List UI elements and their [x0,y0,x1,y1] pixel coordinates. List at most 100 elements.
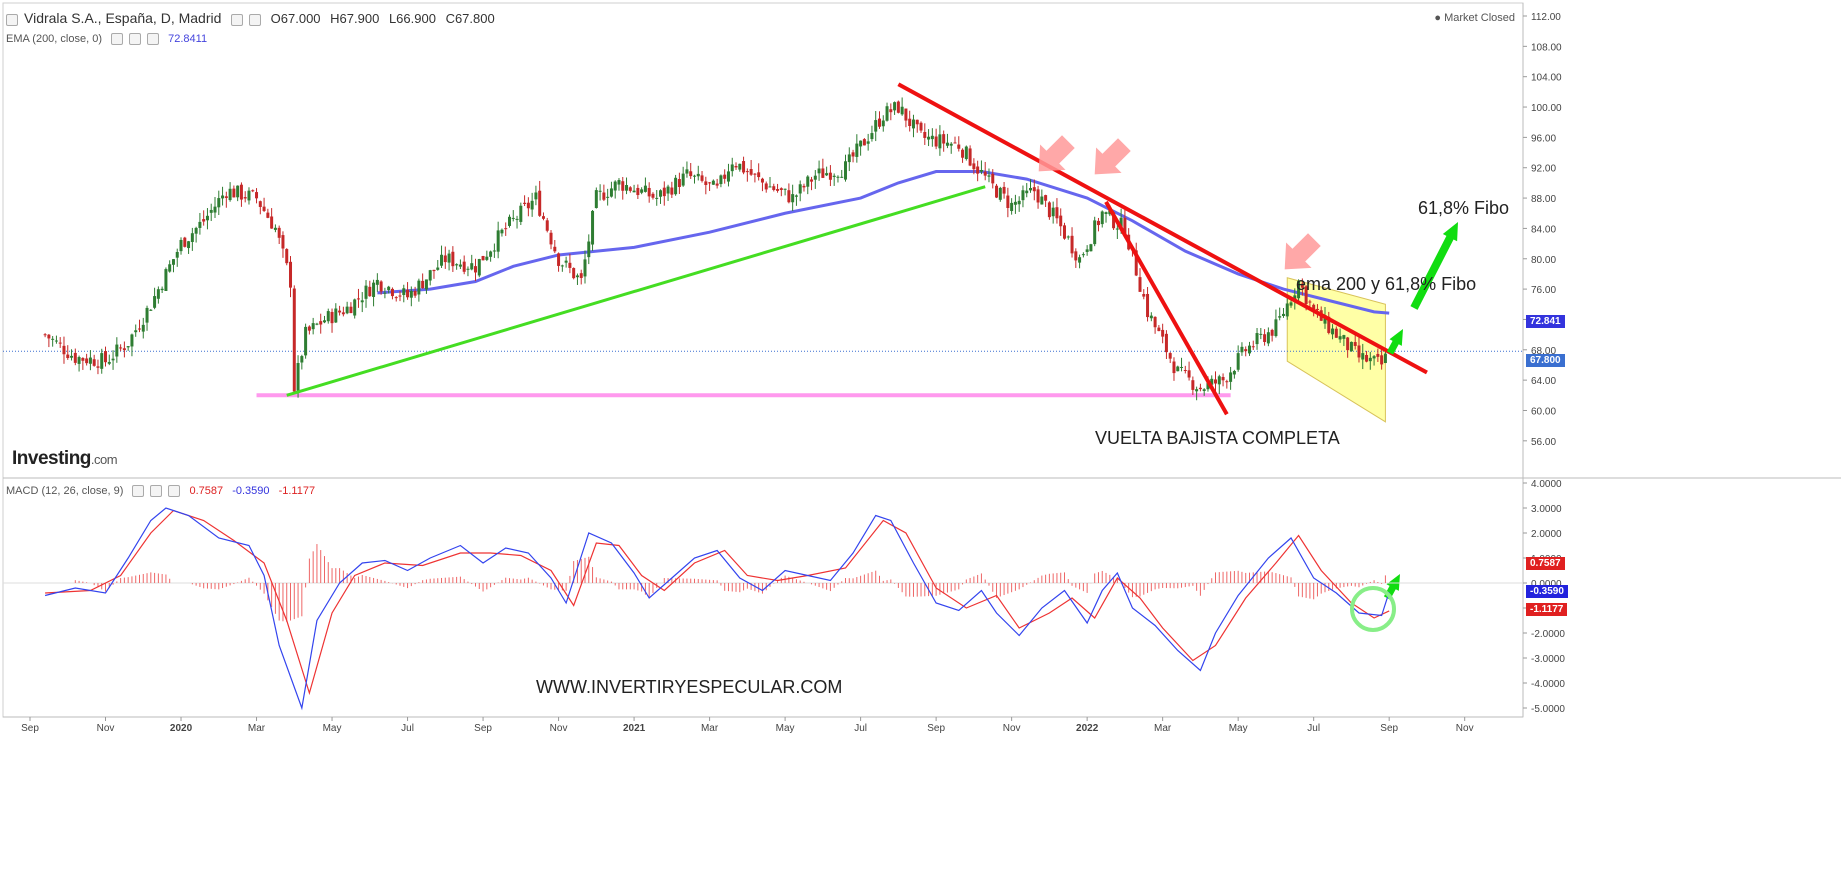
candle-body [1251,346,1255,348]
candle-body [1085,249,1089,252]
candle-body [1164,333,1168,353]
macd-close-icon[interactable] [168,485,181,498]
candle-body [153,296,157,308]
collapse-icon[interactable] [6,13,18,26]
candle-body [1342,335,1346,339]
candle-body [1357,345,1361,358]
vuelta-label: VUELTA BAJISTA COMPLETA [1095,428,1340,448]
candle-body [953,142,957,144]
candle-body [1176,366,1180,372]
candle-body [602,192,606,200]
candle-body [927,136,931,140]
candle-body [900,106,904,115]
candle-body [885,106,889,121]
candle-body [92,359,96,366]
candle-body [1365,354,1369,362]
candle-body [915,119,919,125]
eye-icon[interactable] [249,13,262,26]
market-status-text: Market Closed [1444,12,1515,24]
candle-body [130,334,134,347]
candle-body [976,166,980,174]
candle-body [560,265,564,267]
candle-body [47,334,51,339]
pink-arrow-shape [1038,135,1075,172]
candle-body [134,330,138,333]
candle-body [413,290,417,296]
ema-close-icon[interactable] [147,33,160,46]
candle-body [126,346,130,348]
candle-body [500,229,504,234]
candle-body [553,246,557,252]
signal-line [45,509,1390,696]
candle-body [942,134,946,144]
candle-body [866,141,870,144]
price-tick-label: 64.00 [1531,376,1556,387]
candle-body [1266,332,1270,344]
candle-body [1100,211,1104,225]
candle-body [115,344,119,357]
candle-body [938,134,942,149]
candle-body [292,288,296,392]
candle-body [655,197,659,199]
candle-body [1353,342,1357,346]
candle-body [122,348,126,351]
candle-body [557,253,561,266]
candle-body [734,166,738,168]
candle-body [515,218,519,220]
candle-body [670,187,674,195]
candle-body [224,196,228,198]
candle-body [1025,190,1029,194]
ema-price-tag: 72.841 [1526,315,1565,328]
macd-eye-icon[interactable] [150,485,163,498]
candle-body [1138,277,1142,292]
candle-body [911,119,915,129]
candle-body [119,347,123,349]
symbol-header: Vidrala S.A., España, D, Madrid O67.000 … [6,10,501,26]
candle-body [591,210,595,245]
candle-body [836,176,840,178]
candle-body [436,267,440,270]
candle-body [221,195,225,199]
candle-body [949,143,953,146]
ema-200-line [377,170,1390,315]
candle-body [957,144,961,149]
candle-body [1285,303,1289,317]
candle-body [768,186,772,188]
candle-body [88,357,92,364]
macd-tick-label: 3.0000 [1531,504,1562,515]
candle-body [175,251,179,258]
candle-body [583,259,587,277]
candle-body [617,180,621,185]
time-tick-label: Nov [97,723,115,734]
candle-body [104,351,108,363]
candle-body [1051,207,1055,217]
macd-up-arrow [1383,574,1400,600]
candle-body [1017,200,1021,205]
time-tick-label: Sep [927,723,945,734]
candle-body [1247,345,1251,354]
candle-body [1070,235,1074,254]
candle-body [1206,382,1210,390]
time-tick-label: May [776,723,795,734]
candle-body [851,152,855,157]
candle-body [1081,254,1085,256]
candle-body [745,171,749,173]
candle-body [198,221,202,228]
candle-body [534,192,538,200]
candle-body [504,228,508,230]
settings-icon[interactable] [231,13,244,26]
candle-body [390,288,394,297]
ema-settings-icon[interactable] [111,33,124,46]
ema-eye-icon[interactable] [129,33,142,46]
macd-tick-label: -4.0000 [1531,679,1565,690]
macd-settings-icon[interactable] [132,485,145,498]
candle-body [54,340,58,342]
candle-body [541,216,545,219]
candle-body [164,269,168,291]
candle-body [73,352,77,363]
candle-body [1259,333,1263,335]
candle-body [979,169,983,172]
candle-body [289,261,293,288]
candle-body [243,197,247,199]
candle-body [1368,357,1372,362]
